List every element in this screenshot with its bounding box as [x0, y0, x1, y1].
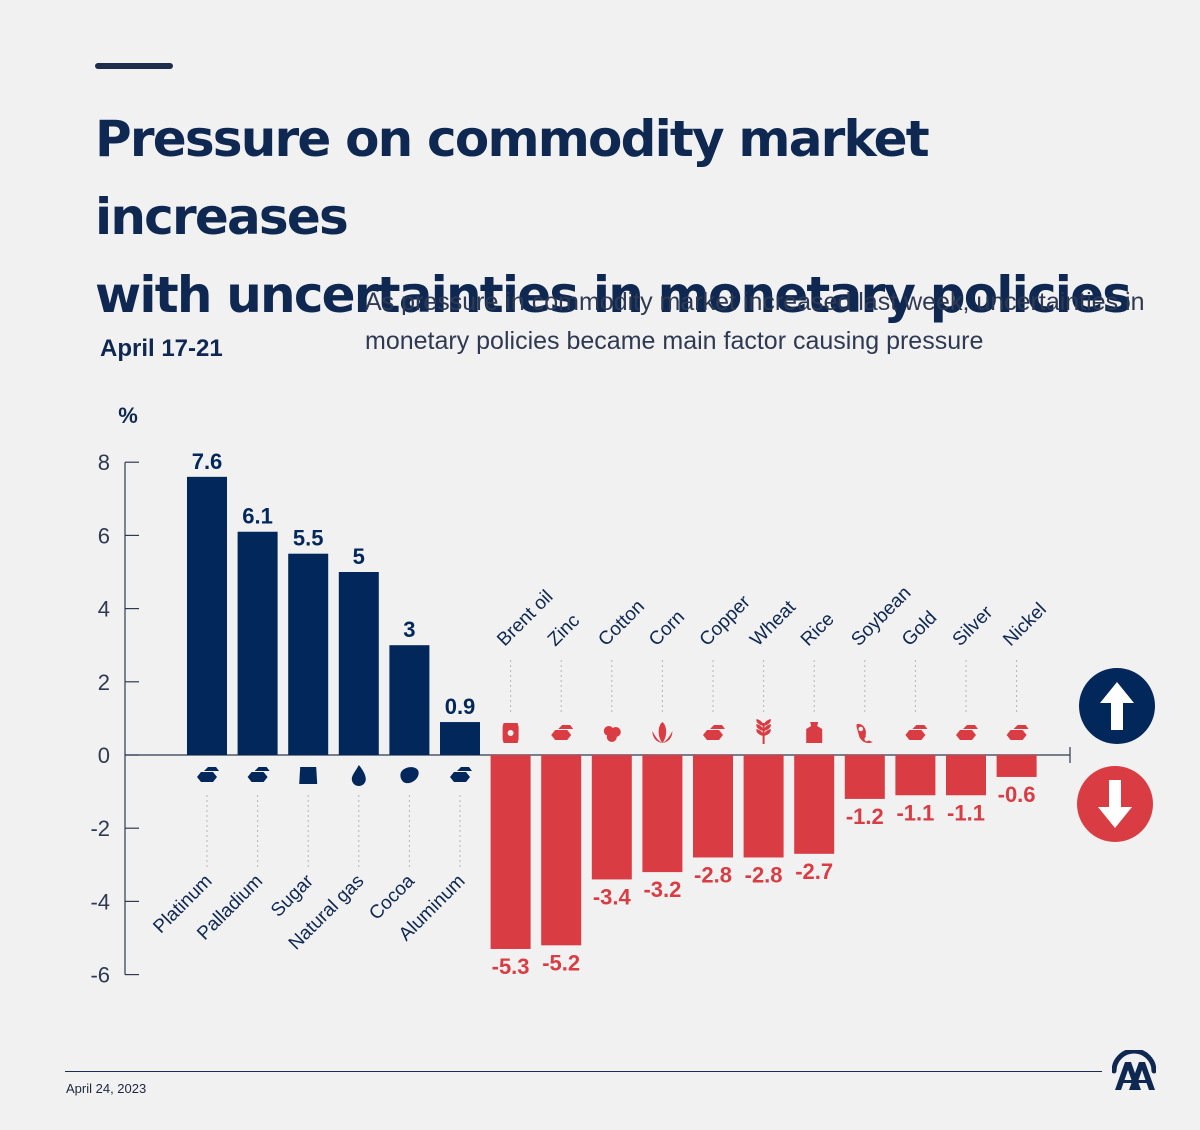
metal-bars-icon	[197, 767, 219, 782]
bar-gold	[895, 755, 936, 796]
bar-value-label: 0.9	[445, 694, 476, 719]
bar-value-label: -1.1	[947, 800, 985, 825]
bar-value-label: -5.3	[492, 954, 530, 979]
wheat-icon	[756, 719, 771, 744]
bar-natural-gas	[338, 572, 379, 755]
bar-rice	[794, 755, 835, 854]
metal-bars-icon	[450, 767, 472, 782]
bar-value-label: -2.7	[795, 859, 833, 884]
sugar-sack-icon	[299, 767, 318, 784]
bar-value-label: -3.4	[593, 884, 632, 909]
bar-corn	[642, 755, 683, 873]
arrow-up-icon	[1079, 668, 1155, 744]
bar-value-label: 5	[353, 544, 365, 569]
bar-value-label: -1.1	[896, 800, 934, 825]
footer-date: April 24, 2023	[66, 1081, 147, 1096]
title-line-1: Pressure on commodity market increases	[95, 110, 930, 246]
category-label: Cotton	[594, 596, 648, 650]
bar-sugar	[288, 553, 329, 755]
subtitle: As pressure in commodity market increase…	[365, 288, 1145, 355]
page-title: Pressure on commodity market increases w…	[95, 100, 1195, 334]
bar-value-label: 6.1	[242, 504, 273, 529]
metal-bars-icon	[247, 767, 270, 782]
bar-silver	[946, 755, 986, 796]
y-tick-label: 0	[98, 743, 110, 768]
top-accent-rule	[95, 63, 173, 69]
bar-value-label: -3.2	[643, 877, 681, 902]
bar-palladium	[237, 531, 278, 755]
title-line-2: with uncertainties in monetary policies	[95, 266, 1132, 324]
category-label: Wheat	[746, 596, 800, 650]
category-label: Copper	[696, 591, 755, 650]
y-tick-label: -4	[90, 889, 110, 914]
aa-logo-icon	[1112, 1050, 1156, 1090]
bar-value-label: -1.2	[846, 804, 884, 829]
category-label: Gold	[898, 607, 941, 650]
y-tick-label: 8	[98, 450, 110, 475]
category-label: Zinc	[544, 610, 584, 650]
period-label: April 17-21	[100, 335, 223, 362]
y-tick-label: 4	[98, 597, 110, 622]
category-label: Silver	[949, 602, 998, 651]
bar-platinum	[187, 476, 227, 755]
category-label: Corn	[645, 607, 689, 651]
y-tick-label: 6	[98, 523, 110, 548]
bar-value-label: -5.2	[542, 950, 580, 975]
metal-bars-icon	[956, 725, 978, 740]
bar-cocoa	[389, 645, 430, 755]
y-tick-label: -6	[90, 963, 110, 988]
rice-sack-icon	[806, 722, 823, 743]
y-tick-label: 2	[98, 670, 110, 695]
soybean-icon	[856, 723, 873, 744]
y-tick-label: -2	[90, 816, 110, 841]
bar-brent-oil	[490, 755, 531, 949]
y-axis-unit-label: %	[118, 403, 138, 428]
cotton-icon	[603, 726, 621, 742]
cocoa-pod-icon	[400, 767, 419, 784]
metal-bars-icon	[1006, 725, 1029, 740]
bar-cotton	[591, 755, 632, 880]
corn-icon	[652, 722, 673, 743]
bar-soybean	[844, 755, 885, 799]
metal-bars-icon	[703, 725, 725, 740]
oil-barrel-icon	[502, 723, 519, 743]
bar-value-label: -2.8	[694, 862, 732, 887]
bar-value-label: 7.6	[192, 449, 223, 474]
bar-nickel	[996, 755, 1037, 777]
commodity-bar-chart: %86420-2-4-67.6Platinum6.1Palladium5.5Su…	[90, 403, 1155, 988]
bar-value-label: -0.6	[998, 782, 1036, 807]
metal-bars-icon	[551, 725, 574, 740]
arrow-down-icon	[1077, 766, 1153, 842]
bar-wheat	[743, 755, 784, 858]
bar-value-label: 3	[403, 617, 415, 642]
category-label: Nickel	[999, 599, 1050, 650]
bar-value-label: 5.5	[293, 526, 324, 551]
bar-zinc	[541, 755, 582, 946]
bar-value-label: -2.8	[745, 862, 783, 887]
category-label: Rice	[797, 609, 839, 651]
metal-bars-icon	[905, 725, 928, 740]
gas-flame-icon	[351, 765, 366, 786]
footer-rule	[65, 1071, 1102, 1072]
bar-aluminum	[440, 722, 480, 755]
bar-copper	[693, 755, 733, 858]
